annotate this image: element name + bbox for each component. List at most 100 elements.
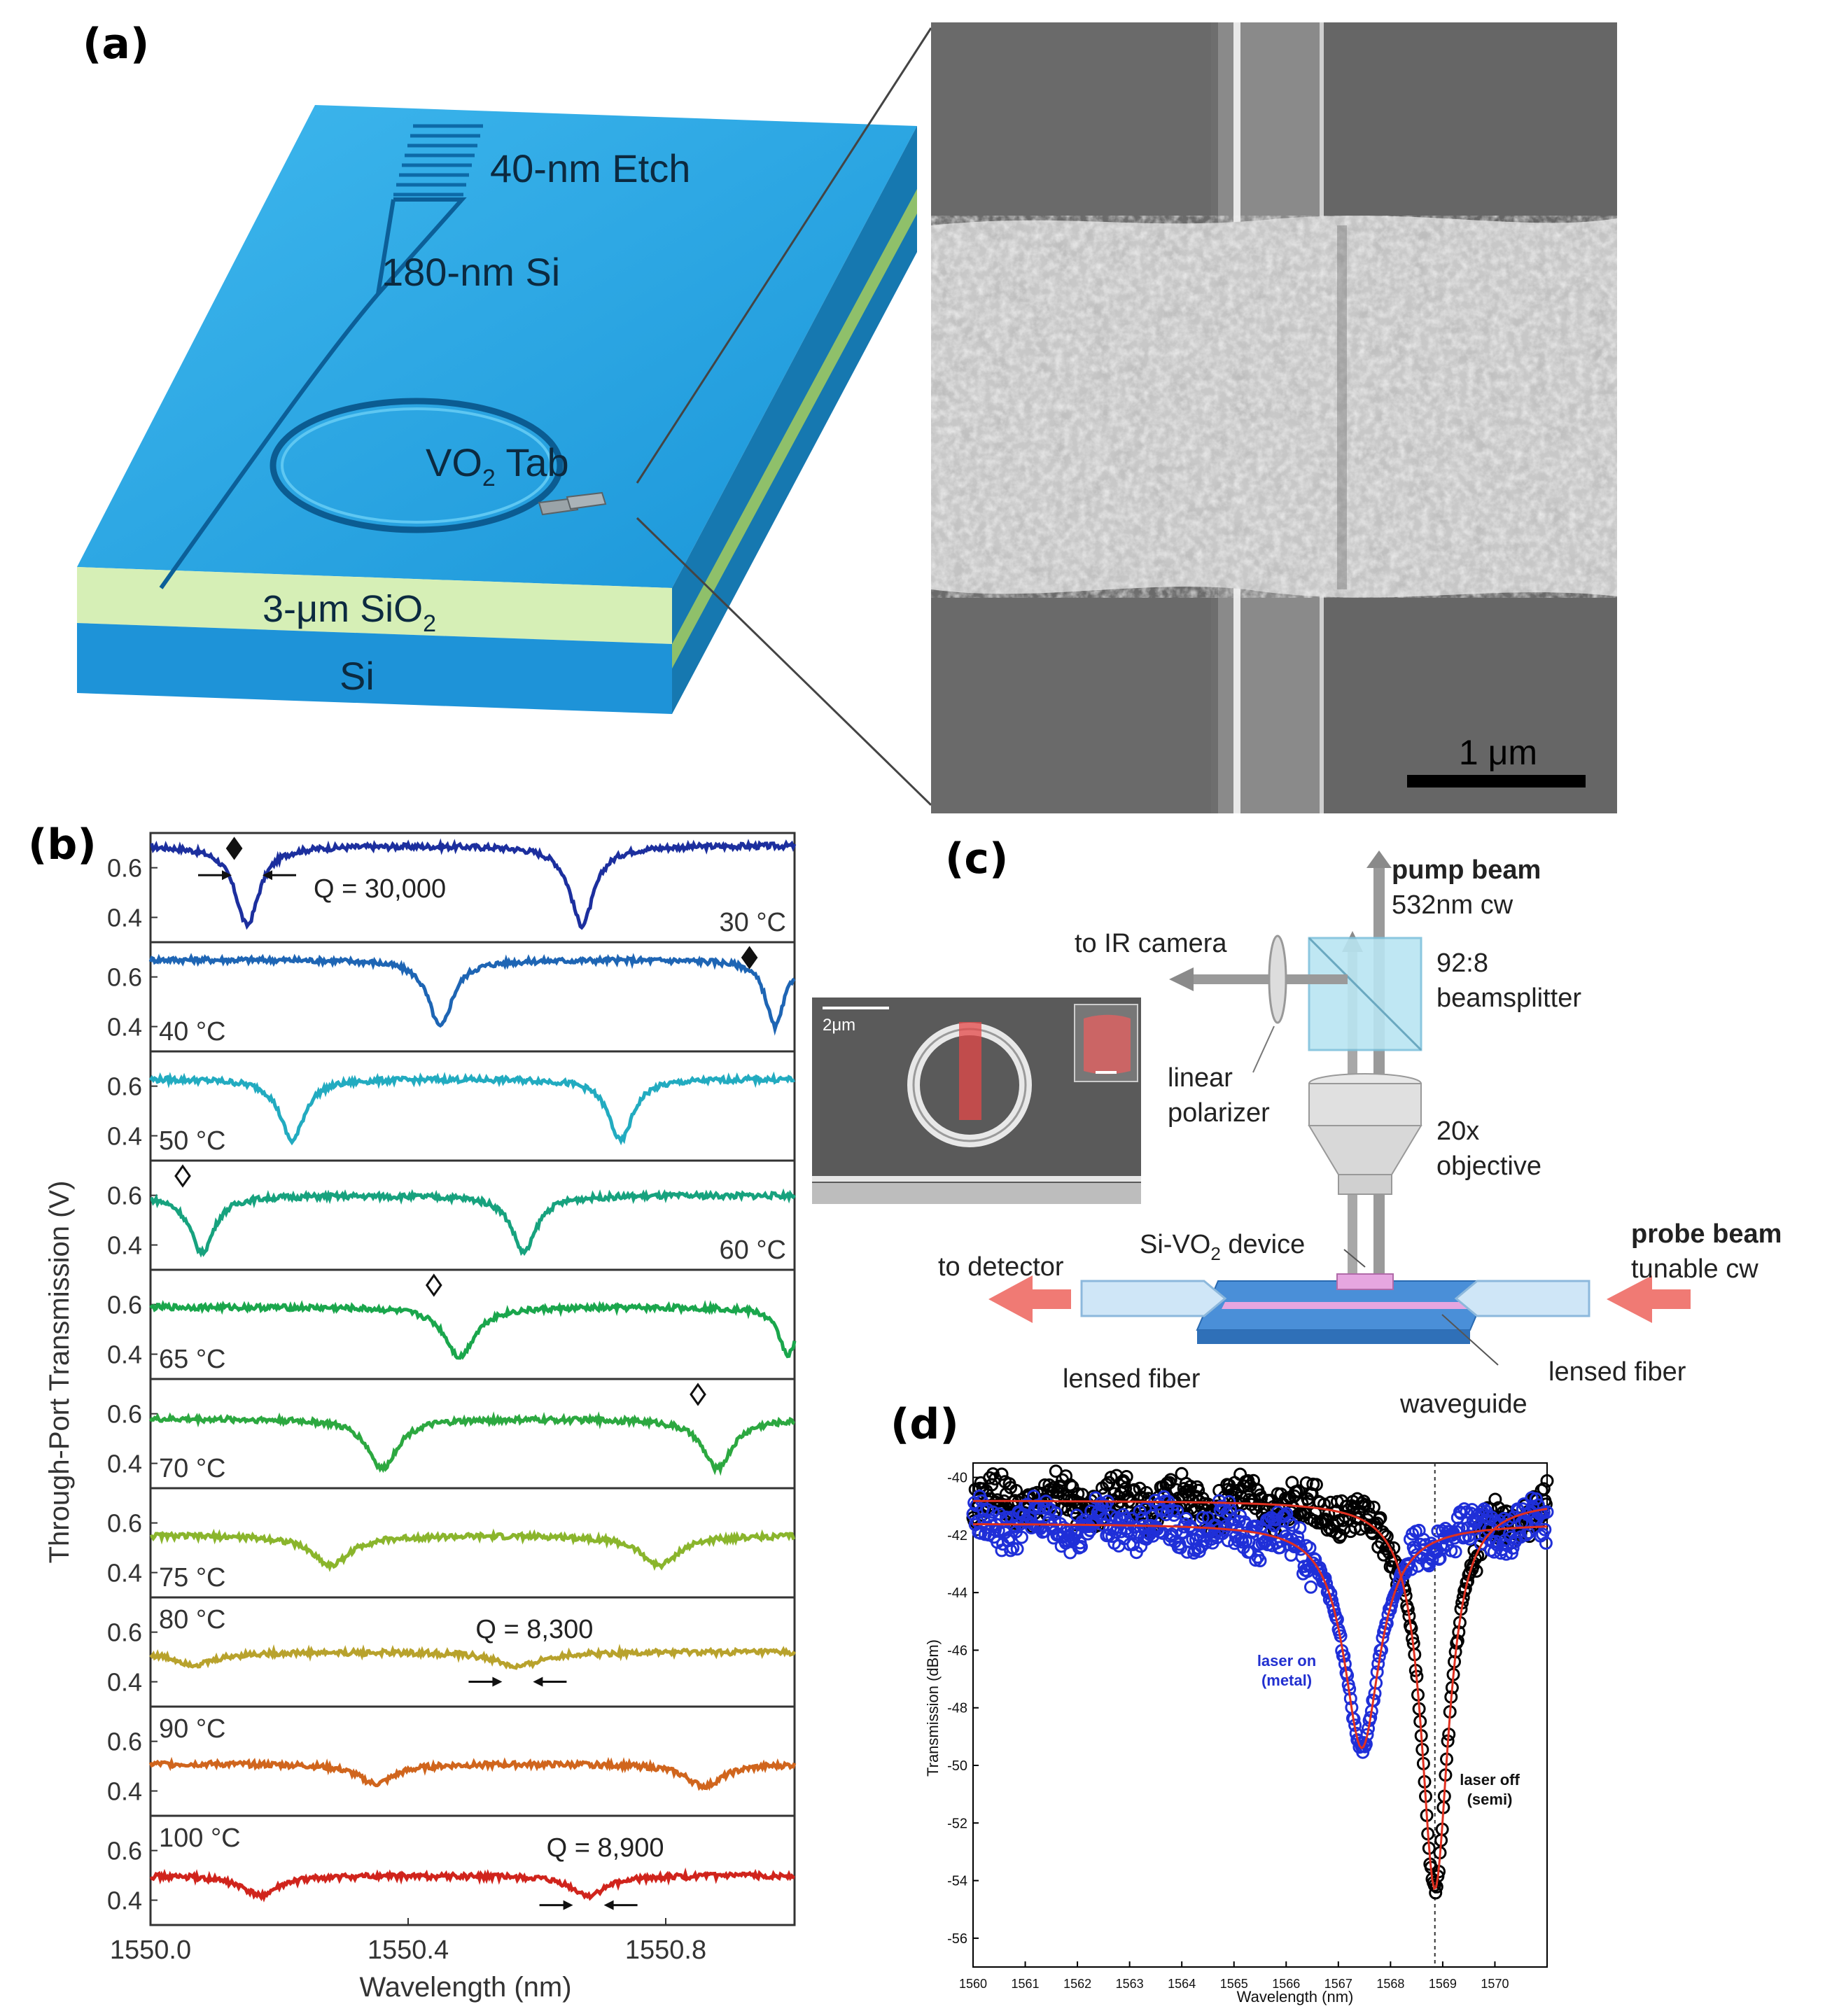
- panel-d-ytick-label: -42: [947, 1528, 967, 1544]
- row-ytick-label: 0.4: [107, 1559, 142, 1588]
- data-point: [1232, 1515, 1246, 1528]
- spectrum-row: 0.6 0.4 60 °C: [107, 1159, 797, 1271]
- row-ytick-label: 0.4: [107, 1886, 142, 1915]
- panel-b-xtick-label: 1550.4: [368, 1935, 449, 1965]
- q-factor-label: Q = 30,000: [314, 874, 446, 904]
- inset-scale-label: 2μm: [823, 1016, 855, 1035]
- row-ytick-label: 0.4: [107, 1777, 142, 1806]
- data-point: [1163, 1473, 1177, 1487]
- lensed-fiber-left-label: lensed fiber: [1063, 1364, 1201, 1394]
- data-point: [1293, 1521, 1307, 1535]
- panel-b-ylabel: Through-Port Transmission (V): [44, 1181, 75, 1564]
- temperature-label: 90 °C: [159, 1714, 225, 1744]
- data-point: [1477, 1502, 1491, 1516]
- data-point: [1461, 1574, 1474, 1588]
- panel-d-ytick-label: -52: [947, 1816, 967, 1831]
- data-point: [1360, 1728, 1374, 1742]
- data-point: [1104, 1471, 1118, 1485]
- temperature-label: 100 °C: [159, 1823, 241, 1853]
- to-ir-camera-label: to IR camera: [1075, 929, 1227, 958]
- data-point: [1402, 1557, 1416, 1571]
- transmission-chart: 1560 1561 1562 1563 1564 1565 1566 1567 1568 1569…: [924, 1462, 1554, 2005]
- spectrum-line: [148, 953, 796, 1036]
- probe-arrow: [1607, 1275, 1691, 1323]
- data-point: [1291, 1530, 1305, 1544]
- data-point: [1221, 1534, 1235, 1548]
- spectrum-row: 0.6 0.4 100 °C Q = 8,900: [107, 1814, 796, 1926]
- spectrum-row: 0.6 0.4 75 °C: [107, 1487, 796, 1599]
- sem-image: 1 μm: [931, 22, 1617, 813]
- ring-resonator: [270, 398, 564, 533]
- oxide-label: 3-μm SiO2: [263, 588, 436, 637]
- temperature-label: 50 °C: [159, 1126, 225, 1156]
- detector-arrow: [988, 1275, 1071, 1323]
- panel-d-ytick-label: -50: [947, 1758, 967, 1774]
- device-sem-inset: 2μm: [812, 997, 1141, 1204]
- spectrum-line: [148, 1411, 795, 1476]
- data-point: [1010, 1542, 1024, 1556]
- data-point: [1488, 1492, 1502, 1506]
- spectrum-line: [150, 838, 797, 930]
- dip-marker: [225, 836, 243, 860]
- polarizer-lens: [1268, 934, 1287, 1024]
- panel-label-a: (a): [83, 20, 150, 69]
- objective-label-1: 20x: [1436, 1116, 1479, 1146]
- temperature-label: 40 °C: [159, 1017, 225, 1046]
- zoom-lines: [636, 27, 932, 806]
- laser-off-label-2: (semi): [1467, 1791, 1513, 1808]
- laser-on-fit: [973, 1522, 1548, 1750]
- device-label: Si-VO2 device: [1140, 1230, 1305, 1264]
- row-ytick-label: 0.4: [107, 1122, 142, 1151]
- panel-d-xtick-label: 1563: [1116, 1977, 1144, 1991]
- row-frame: [149, 1159, 796, 1271]
- panel-d-ytick-label: -46: [947, 1643, 967, 1658]
- row-ytick-label: 0.4: [107, 1013, 142, 1042]
- dip-marker: [741, 946, 758, 969]
- temperature-label: 65 °C: [159, 1345, 225, 1374]
- data-point: [1125, 1511, 1139, 1525]
- data-point: [1020, 1497, 1034, 1511]
- chip-top-face: [77, 105, 917, 588]
- data-point: [1513, 1525, 1527, 1539]
- spectrum-line: [149, 1300, 797, 1360]
- data-point: [1035, 1486, 1049, 1500]
- data-point: [1222, 1494, 1236, 1508]
- dip-marker: [174, 1164, 191, 1188]
- row-ytick-label: 0.6: [107, 854, 142, 883]
- q-factor-label: Q = 8,300: [475, 1615, 593, 1644]
- data-point: [1169, 1483, 1183, 1497]
- spectrum-line: [149, 1867, 795, 1903]
- row-ytick-label: 0.6: [107, 1072, 142, 1101]
- data-point: [1167, 1508, 1181, 1522]
- si-thickness-label: 180-nm Si: [382, 250, 560, 294]
- dip-marker: [690, 1382, 706, 1406]
- row-ytick-label: 0.6: [107, 1291, 142, 1320]
- data-point: [1161, 1504, 1174, 1518]
- row-ytick-label: 0.6: [107, 1837, 142, 1865]
- scale-bar: [1407, 775, 1586, 788]
- data-point: [1063, 1478, 1077, 1492]
- panel-d-xtick-label: 1561: [1012, 1977, 1040, 1991]
- panel-d-xtick-label: 1560: [959, 1977, 987, 1991]
- chip-schematic: 40-nm Etch 180-nm Si VO2 Tab 3-μm SiO2 S…: [77, 105, 917, 714]
- data-point: [1075, 1540, 1088, 1553]
- data-point: [1326, 1599, 1340, 1613]
- row-frame: [149, 1268, 796, 1380]
- panel-label-d: (d): [890, 1400, 959, 1449]
- panel-d-xtick-label: 1566: [1272, 1977, 1300, 1991]
- panel-d-ytick-label: -44: [947, 1586, 967, 1601]
- data-point: [1253, 1554, 1267, 1567]
- data-point: [1127, 1483, 1141, 1497]
- panel-d-xtick-label: 1569: [1429, 1977, 1457, 1991]
- lensed-fiber-right-label: lensed fiber: [1548, 1357, 1686, 1387]
- spectrum-row: 0.6 0.4 40 °C: [107, 941, 796, 1053]
- objective-lens: [1308, 1073, 1422, 1195]
- polarizer-label-2: polarizer: [1168, 1098, 1270, 1128]
- probe-beam-sublabel: tunable cw: [1631, 1254, 1758, 1284]
- row-ytick-label: 0.6: [107, 1728, 142, 1756]
- waveguide-label: waveguide: [1399, 1390, 1527, 1419]
- laser-off-fit: [973, 1499, 1548, 1891]
- spectrum-line: [148, 1756, 797, 1791]
- data-point: [1004, 1544, 1018, 1558]
- spectrum-row: 0.6 0.4 70 °C: [107, 1378, 796, 1490]
